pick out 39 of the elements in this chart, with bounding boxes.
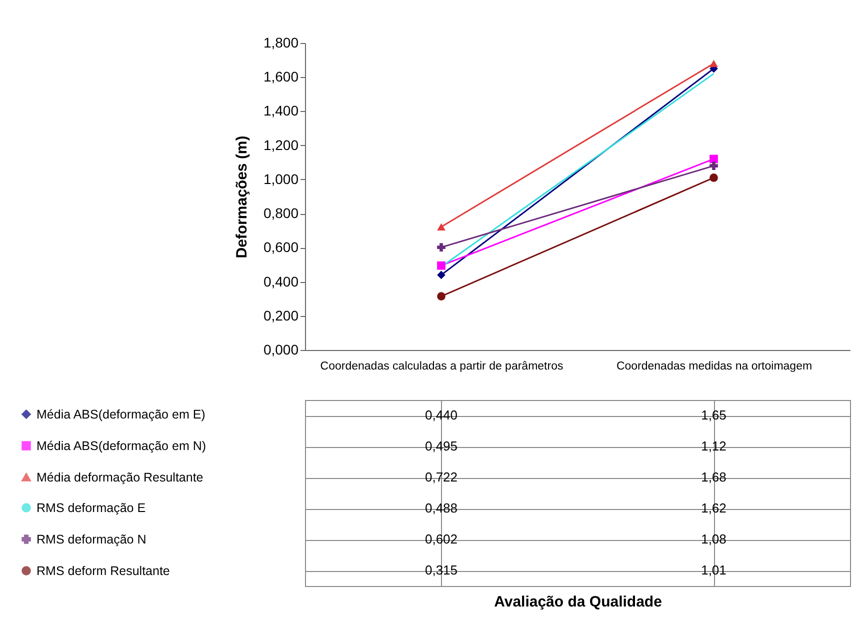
data-label: 0,722 — [424, 470, 458, 484]
data-label: 1,62 — [701, 500, 726, 516]
x-tick-label: Coordenadas medidas na ortoimagem — [616, 360, 812, 372]
point — [710, 162, 718, 170]
legend-label: RMS deformação E — [36, 500, 146, 515]
legend-label: Média ABS(deformação em N) — [36, 438, 206, 453]
data-label: 1,65 — [701, 408, 726, 422]
data-label: 0,315 — [424, 562, 458, 578]
point — [710, 154, 718, 164]
text: Avaliação da Qualidade — [494, 594, 662, 610]
y-tick-label: 1,600 — [263, 68, 299, 85]
legend-label: RMS deform Resultante — [36, 564, 170, 578]
y-tick-label: 0,600 — [263, 239, 299, 256]
data-label: 1,08 — [701, 532, 726, 546]
y-tick-label: 1,200 — [263, 136, 299, 153]
legend-label: Média ABS(deformação em E) — [36, 407, 206, 422]
point — [437, 292, 446, 300]
y-tick-label: 0,800 — [263, 205, 299, 222]
data-label: 1,68 — [701, 470, 726, 484]
data-label: 1,12 — [701, 438, 726, 454]
legend-label: Média deformação Resultante — [36, 470, 204, 484]
y-tick-label: 0,000 — [263, 342, 299, 358]
data-label: 0,440 — [424, 408, 458, 422]
legend-label: RMS deformação N — [36, 532, 146, 546]
y-tick-label: 0,200 — [263, 307, 299, 324]
data-label: 1,01 — [701, 562, 726, 578]
y-tick-label: 1,800 — [263, 34, 299, 50]
data-label: 0,488 — [424, 500, 458, 516]
y-tick-label: 0,400 — [263, 273, 299, 290]
x-tick-label: Coordenadas calculadas a partir de parâmetros — [320, 360, 564, 372]
y-tick-label: 1,000 — [263, 170, 299, 187]
data-label: 0,495 — [424, 438, 458, 454]
y-tick-label: 1,400 — [263, 102, 299, 119]
y-axis-title: Deformações (m) — [233, 136, 250, 258]
point — [710, 174, 718, 182]
point — [437, 261, 446, 270]
point — [437, 243, 446, 252]
point — [437, 270, 446, 280]
data-label: 0,602 — [424, 532, 458, 546]
